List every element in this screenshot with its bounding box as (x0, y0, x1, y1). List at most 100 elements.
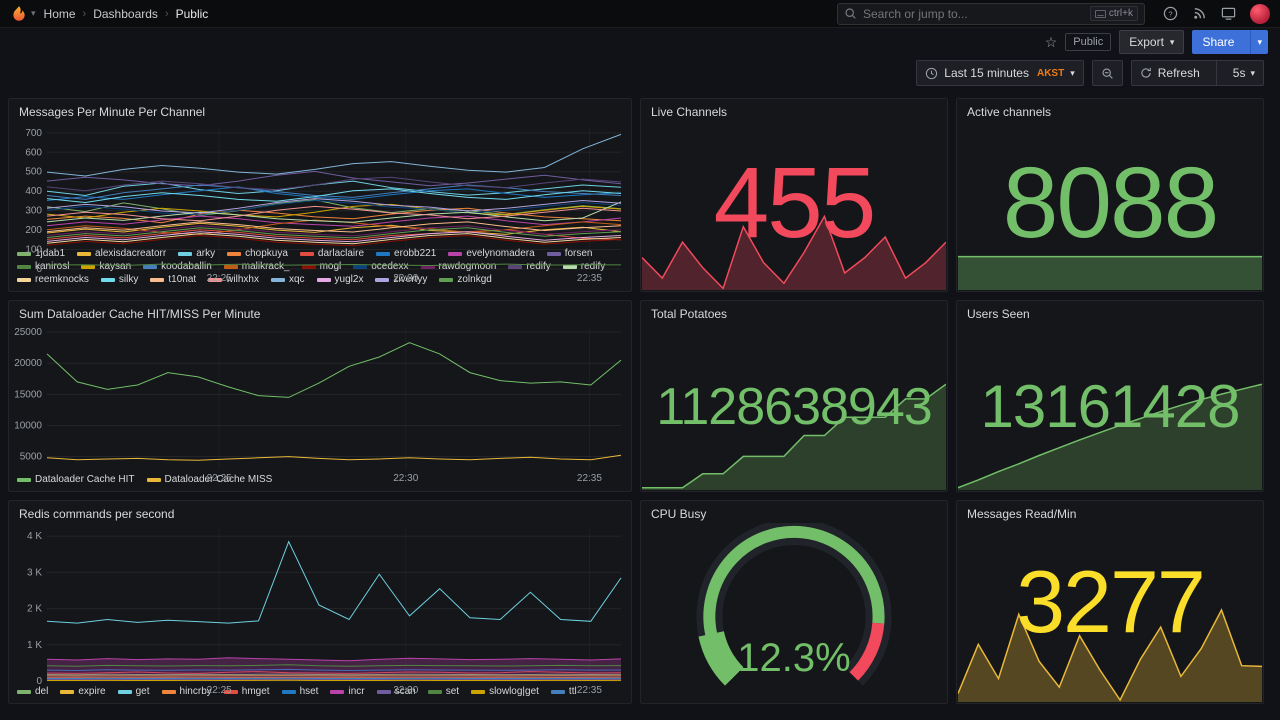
breadcrumb-separator: › (82, 7, 87, 20)
panel-title[interactable]: Messages Read/Min (967, 507, 1077, 521)
legend-item[interactable]: expire (60, 686, 106, 697)
series-color-marker (178, 251, 193, 256)
export-button[interactable]: Export ▾ (1119, 30, 1185, 54)
share-menu-chevron-down-icon[interactable]: ▾ (1250, 30, 1268, 54)
legend-item[interactable]: rawdogmoon (420, 261, 496, 272)
legend-item[interactable]: koodaballin (143, 261, 212, 272)
legend-item[interactable]: ttl (550, 686, 577, 697)
breadcrumb-dashboards[interactable]: Dashboards (93, 6, 158, 21)
panel-title[interactable]: Live Channels (651, 105, 728, 119)
legend-item[interactable]: Dataloader Cache HIT (17, 474, 135, 485)
panel-messages-read: Messages Read/Min 3277 (956, 500, 1264, 704)
legend-item[interactable]: hincrby (161, 686, 212, 697)
panel-title[interactable]: Active channels (967, 105, 1052, 119)
series-color-marker (161, 689, 176, 694)
panel-title[interactable]: Total Potatoes (651, 307, 728, 321)
legend-item[interactable]: malikrack_ (223, 261, 290, 272)
series-color-marker (143, 264, 158, 269)
legend-item[interactable]: reemknocks (17, 274, 89, 285)
breadcrumb-public[interactable]: Public (175, 6, 209, 21)
series-color-marker (77, 251, 92, 256)
help-icon[interactable]: ? (1163, 6, 1178, 21)
svg-text:100: 100 (25, 245, 42, 256)
legend-item[interactable]: ocedexx (353, 261, 409, 272)
legend-item[interactable]: scan (376, 686, 416, 697)
legend-item[interactable]: incr (330, 686, 365, 697)
svg-text:22:25: 22:25 (207, 273, 232, 283)
legend-item[interactable]: set (427, 686, 459, 697)
user-avatar[interactable] (1250, 3, 1270, 24)
grafana-logo[interactable]: ▾ (10, 5, 36, 23)
legend-item[interactable]: zolnkgd (439, 274, 492, 285)
legend-item[interactable]: get (117, 686, 150, 697)
svg-text:200: 200 (25, 225, 42, 236)
series-color-marker (17, 689, 31, 694)
panel-title[interactable]: Sum Dataloader Cache HIT/MISS Per Minute (19, 307, 261, 321)
top-nav: ▾ Home › Dashboards › Public ctrl+k ? (0, 0, 1280, 28)
timeseries-chart[interactable]: 0 1 K 2 K 3 K 4 K 22:25 22:30 22:35 (9, 523, 631, 695)
panel-title[interactable]: CPU Busy (651, 507, 707, 521)
svg-text:600: 600 (25, 147, 42, 158)
legend-item[interactable]: alexisdacreatorr (77, 248, 166, 259)
breadcrumb-home[interactable]: Home (43, 6, 76, 21)
panel-title[interactable]: Users Seen (967, 307, 1030, 321)
legend-item[interactable]: redify (508, 261, 551, 272)
stat-value: 455 (713, 146, 877, 259)
legend-item[interactable]: zivertyy (375, 274, 427, 285)
sparkline (642, 375, 946, 490)
series-color-marker (546, 251, 561, 256)
legend-item[interactable]: Dataloader Cache MISS (146, 474, 272, 485)
svg-text:15000: 15000 (14, 389, 42, 400)
series-color-marker (150, 277, 165, 282)
legend-item[interactable]: xqc (270, 274, 305, 285)
timeseries-chart[interactable]: 5000 10000 15000 20000 25000 22:25 22:30 22:35 (9, 323, 631, 483)
legend-item[interactable]: darlaclaire (299, 248, 364, 259)
legend-item[interactable]: mogl (301, 261, 341, 272)
series-color-marker (146, 477, 161, 482)
star-icon[interactable]: ☆ (1044, 33, 1058, 50)
legend-item[interactable]: hmget (223, 686, 270, 697)
share-button[interactable]: Share ▾ (1192, 30, 1268, 54)
display-icon[interactable] (1221, 6, 1236, 21)
org-chevron-down-icon[interactable]: ▾ (31, 8, 36, 18)
timeseries-chart[interactable]: 0 100 200 300 400 500 600 700 22:25 22:30 22:35 (9, 121, 631, 283)
svg-text:2 K: 2 K (27, 604, 42, 615)
svg-text:22:35: 22:35 (577, 685, 602, 695)
legend-item[interactable]: yugl2x (316, 274, 363, 285)
breadcrumb-separator: › (164, 7, 169, 20)
svg-text:300: 300 (25, 206, 42, 217)
series-color-marker (227, 251, 242, 256)
legend-item[interactable]: del (17, 686, 48, 697)
refresh-button[interactable]: Refresh (1132, 61, 1208, 85)
series-color-marker (208, 277, 223, 282)
time-range-picker[interactable]: Last 15 minutes AKST ▾ (916, 60, 1084, 86)
legend-item[interactable]: erobb221 (376, 248, 436, 259)
legend-item[interactable]: wilhxhx (208, 274, 259, 285)
legend-item[interactable]: evelynomadera (448, 248, 535, 259)
divider (1215, 61, 1217, 85)
stat-value: 1128638943 (656, 378, 932, 437)
legend-item[interactable]: redify (562, 261, 605, 272)
legend-item[interactable]: kanirosl (17, 261, 69, 272)
zoom-out-button[interactable] (1091, 60, 1123, 86)
svg-text:20000: 20000 (14, 358, 42, 369)
legend-item[interactable]: hset (281, 686, 318, 697)
svg-text:22:30: 22:30 (393, 273, 418, 283)
search-input[interactable] (863, 6, 1084, 21)
series-color-marker (420, 264, 435, 269)
search-bar[interactable]: ctrl+k (837, 2, 1145, 25)
legend-item[interactable]: kaysan (81, 261, 131, 272)
legend-item[interactable]: arky (178, 248, 215, 259)
panel-title[interactable]: Redis commands per second (19, 507, 175, 521)
panel-title[interactable]: Messages Per Minute Per Channel (19, 105, 206, 119)
legend-item[interactable]: t10nat (150, 274, 196, 285)
legend-item[interactable]: silky (100, 274, 138, 285)
refresh-interval-select[interactable]: 5s ▾ (1232, 66, 1255, 80)
legend-item[interactable]: chopkuya (227, 248, 288, 259)
legend-item[interactable]: 1jdab1 (17, 248, 65, 259)
legend-item[interactable]: forsen (546, 248, 592, 259)
svg-text:22:35: 22:35 (577, 473, 602, 483)
legend-item[interactable]: slowlog|get (471, 686, 539, 697)
rss-news-icon[interactable] (1192, 6, 1207, 21)
refresh-group: Refresh 5s ▾ (1130, 60, 1264, 86)
